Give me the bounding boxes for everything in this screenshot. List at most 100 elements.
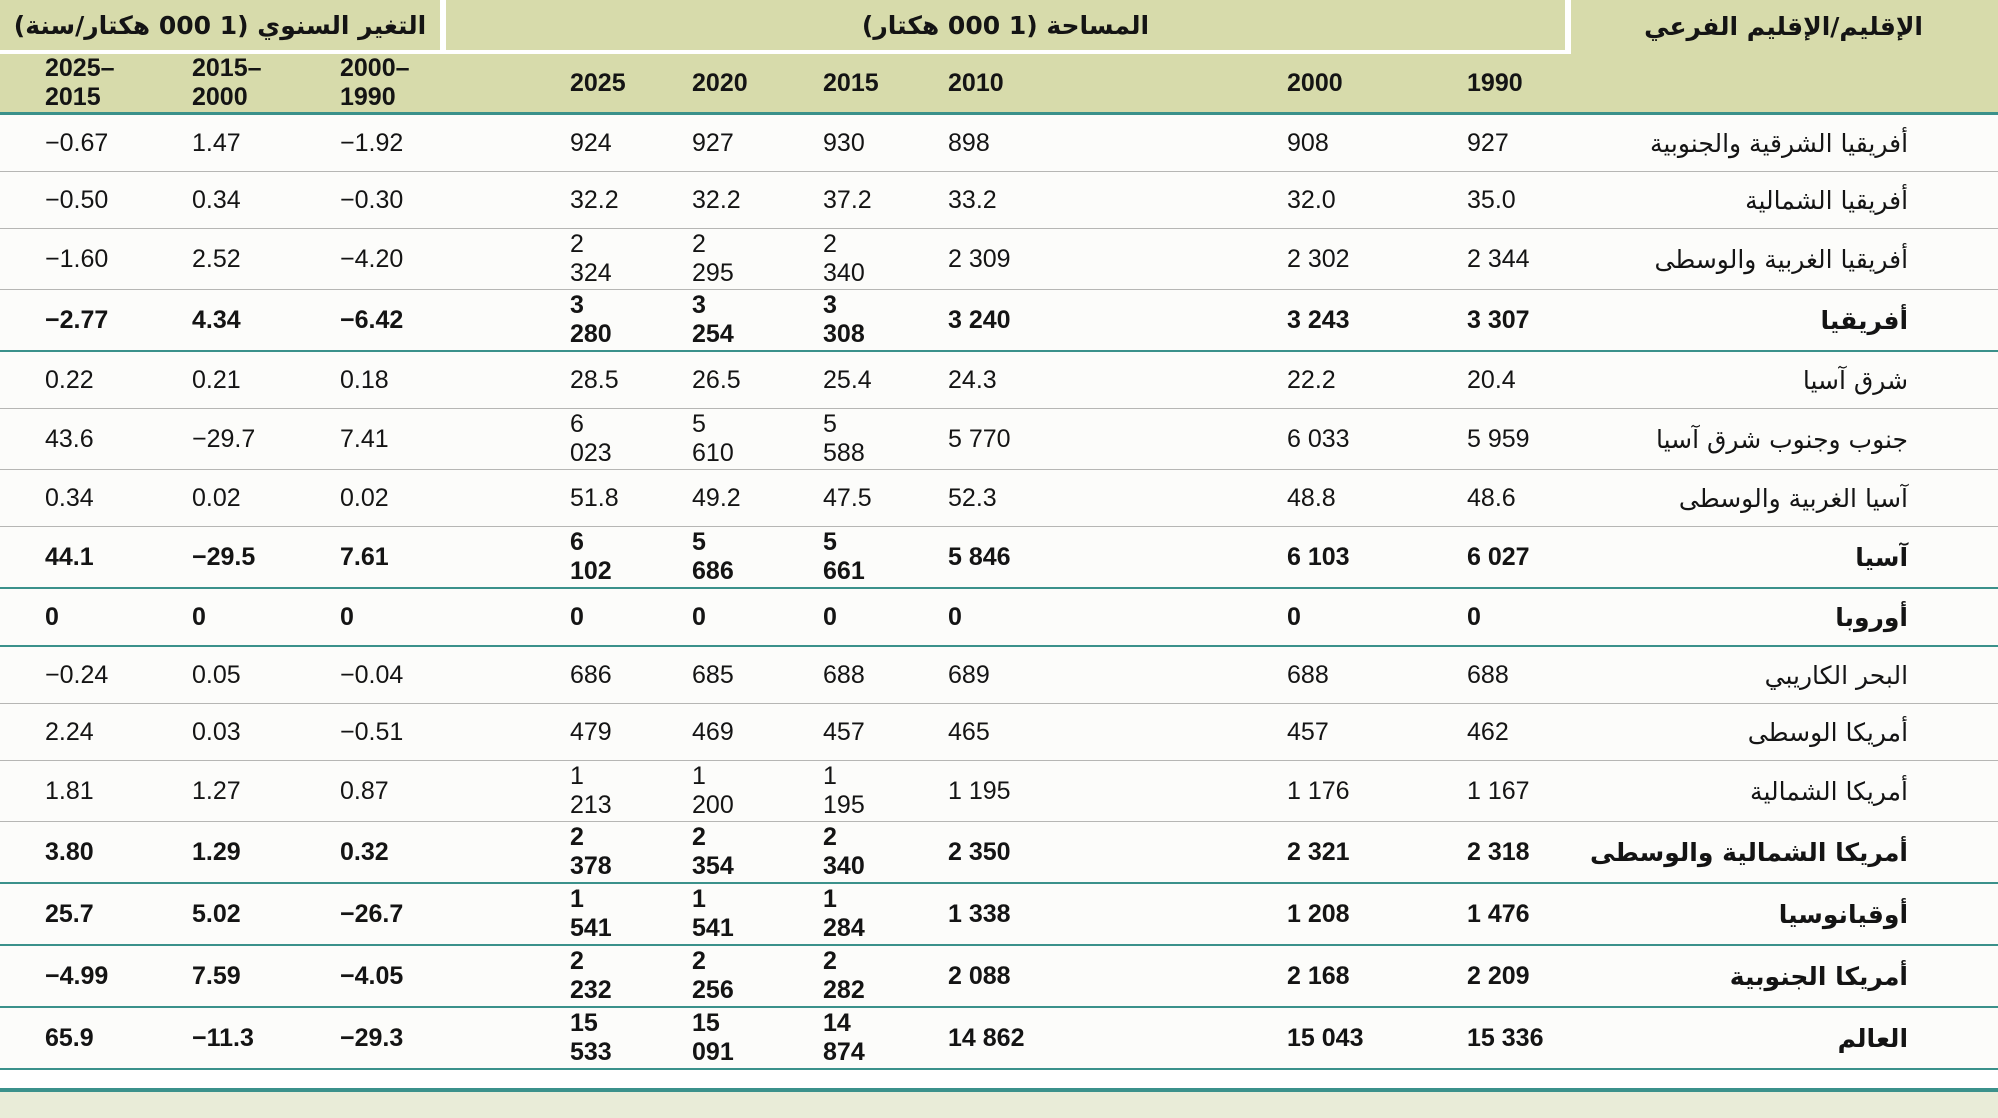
annual-change-value-2: 43.6 (0, 408, 147, 470)
area-value-2025: 2 232 (443, 945, 629, 1008)
region-name: أمريكا الشمالية والوسطى (1568, 821, 1998, 884)
area-value-2015: 2 340 (753, 821, 879, 884)
area-value-2010: 465 (878, 703, 1149, 761)
annual-change-value-0: 0.02 (295, 469, 443, 527)
area-value-2025: 686 (443, 646, 629, 704)
table-row: أفريقيا الغربية والوسطى 2 344 2 302 2 309 2 … (0, 228, 1998, 290)
area-value-2000: 22.2 (1148, 351, 1389, 409)
table-row: البحر الكاريبي 688 688 689 688 685 686 −0.04 0.0… (0, 646, 1998, 704)
area-value-1990: 6 027 (1388, 526, 1569, 589)
area-value-2000: 48.8 (1148, 469, 1389, 527)
area-value-2015: 0 (753, 588, 879, 647)
area-value-2015: 2 340 (753, 228, 879, 290)
table-row: آسيا 6 027 6 103 5 846 5 661 5 686 6 102 7.61 −2… (0, 526, 1998, 589)
annual-change-value-2: 0.34 (0, 469, 147, 527)
area-value-2010: 14 862 (878, 1007, 1149, 1070)
area-value-2000: 6 103 (1148, 526, 1389, 589)
table-row: شرق آسيا 20.4 22.2 24.3 25.4 26.5 28.5 0.18 0.21… (0, 351, 1998, 409)
region-name: البحر الكاريبي (1568, 646, 1998, 704)
area-value-1990: 20.4 (1388, 351, 1569, 409)
annual-change-value-1: 0 (147, 588, 295, 647)
annual-change-value-2: −0.50 (0, 171, 147, 229)
region-name: أمريكا الشمالية (1568, 760, 1998, 822)
annual-change-value-1: 0.05 (147, 646, 295, 704)
area-value-2010: 689 (878, 646, 1149, 704)
bottom-gap (0, 1070, 1998, 1088)
annual-change-value-1: 0.02 (147, 469, 295, 527)
area-value-2025: 15 533 (443, 1007, 629, 1070)
area-value-2015: 930 (753, 112, 879, 172)
area-value-2015: 25.4 (753, 351, 879, 409)
annual-change-value-1: −29.5 (147, 526, 295, 589)
region-name: أمريكا الجنوبية (1568, 945, 1998, 1008)
annual-change-value-0: −0.51 (295, 703, 443, 761)
area-value-2000: 2 168 (1148, 945, 1389, 1008)
year-header-2020: 2020 (628, 52, 754, 114)
annual-change-value-0: −4.05 (295, 945, 443, 1008)
region-name: أمريكا الوسطى (1568, 703, 1998, 761)
annual-change-value-2: 65.9 (0, 1007, 147, 1070)
area-value-2025: 479 (443, 703, 629, 761)
annual-change-value-1: 7.59 (147, 945, 295, 1008)
area-value-2000: 1 208 (1148, 883, 1389, 946)
area-value-1990: 35.0 (1388, 171, 1569, 229)
table-row: آسيا الغربية والوسطى 48.6 48.8 52.3 47.5 49.2… (0, 469, 1998, 527)
area-value-2000: 3 243 (1148, 289, 1389, 352)
area-value-1990: 48.6 (1388, 469, 1569, 527)
area-value-2025: 3 280 (443, 289, 629, 352)
forest-area-table: الإقليم/الإقليم الفرعي المساحة (1 000 هك… (0, 0, 1998, 1070)
area-value-2020: 685 (628, 646, 754, 704)
area-value-2020: 2 295 (628, 228, 754, 290)
region-name: آسيا الغربية والوسطى (1568, 469, 1998, 527)
area-value-2025: 0 (443, 588, 629, 647)
annual-change-value-2: 2.24 (0, 703, 147, 761)
area-value-2020: 5 686 (628, 526, 754, 589)
annual-change-value-0: 7.41 (295, 408, 443, 470)
area-value-1990: 3 307 (1388, 289, 1569, 352)
annual-change-value-2: −0.67 (0, 112, 147, 172)
annual-change-value-0: −4.20 (295, 228, 443, 290)
annual-change-value-1: 2.52 (147, 228, 295, 290)
area-value-2010: 898 (878, 112, 1149, 172)
table-row: أفريقيا الشرقية والجنوبية 927 908 898 930 927… (0, 112, 1998, 172)
area-value-2025: 1 541 (443, 883, 629, 946)
area-value-2000: 32.0 (1148, 171, 1389, 229)
area-value-2025: 2 324 (443, 228, 629, 290)
year-header-row: 1990 2000 2010 2015 2020 2025 2000–1990 2015–20… (0, 52, 1998, 114)
annual-change-value-0: −29.3 (295, 1007, 443, 1070)
annual-change-value-1: 1.27 (147, 760, 295, 822)
region-name: أفريقيا الغربية والوسطى (1568, 228, 1998, 290)
annual-change-value-2: 0.22 (0, 351, 147, 409)
year-header-2015: 2015 (753, 52, 879, 114)
annual-change-value-2: −1.60 (0, 228, 147, 290)
area-value-2010: 24.3 (878, 351, 1149, 409)
area-value-2020: 49.2 (628, 469, 754, 527)
area-value-2020: 32.2 (628, 171, 754, 229)
area-value-2015: 47.5 (753, 469, 879, 527)
area-value-2015: 1 195 (753, 760, 879, 822)
annual-change-value-0: −0.04 (295, 646, 443, 704)
area-value-2025: 6 023 (443, 408, 629, 470)
year-header-2010: 2010 (878, 52, 1149, 114)
year-header-2025: 2025 (443, 52, 629, 114)
annual-change-value-1: −11.3 (147, 1007, 295, 1070)
annual-change-value-2: 0 (0, 588, 147, 647)
area-value-2000: 0 (1148, 588, 1389, 647)
region-name: أفريقيا (1568, 289, 1998, 352)
area-value-2015: 2 282 (753, 945, 879, 1008)
annual-change-value-1: 0.03 (147, 703, 295, 761)
region-name: العالم (1568, 1007, 1998, 1070)
area-value-1990: 5 959 (1388, 408, 1569, 470)
area-value-2020: 0 (628, 588, 754, 647)
area-value-2000: 15 043 (1148, 1007, 1389, 1070)
area-value-2010: 52.3 (878, 469, 1149, 527)
area-value-2000: 908 (1148, 112, 1389, 172)
table-row: أمريكا الشمالية 1 167 1 176 1 195 1 195 1 200… (0, 760, 1998, 822)
annual-change-value-2: −0.24 (0, 646, 147, 704)
annual-change-value-2: 3.80 (0, 821, 147, 884)
region-name: أفريقيا الشمالية (1568, 171, 1998, 229)
area-value-1990: 2 318 (1388, 821, 1569, 884)
area-value-2025: 32.2 (443, 171, 629, 229)
area-value-2020: 15 091 (628, 1007, 754, 1070)
table-row: أمريكا الوسطى 462 457 465 457 469 479 −0.51 0.03… (0, 703, 1998, 761)
